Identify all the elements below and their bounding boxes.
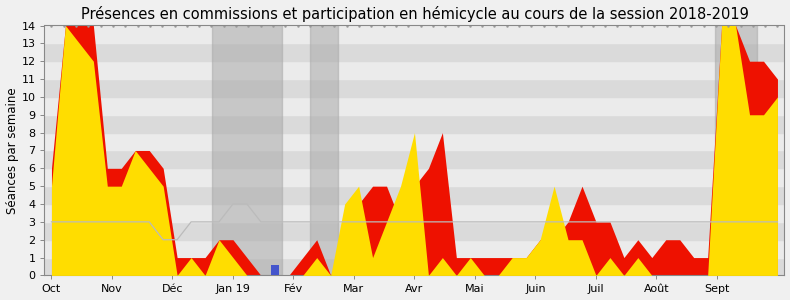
- Bar: [44, 222, 784, 240]
- Bar: [212, 26, 282, 275]
- Bar: [44, 115, 784, 133]
- Bar: [44, 26, 784, 44]
- Bar: [44, 168, 784, 186]
- Bar: [715, 26, 757, 275]
- Bar: [44, 240, 784, 258]
- Bar: [44, 151, 784, 168]
- Bar: [44, 61, 784, 79]
- Bar: [310, 26, 337, 275]
- Bar: [44, 186, 784, 204]
- Bar: [44, 44, 784, 61]
- Bar: [44, 204, 784, 222]
- Bar: [44, 79, 784, 97]
- Bar: [271, 265, 279, 275]
- Y-axis label: Séances par semaine: Séances par semaine: [6, 87, 18, 214]
- Bar: [44, 97, 784, 115]
- Bar: [44, 258, 784, 275]
- Bar: [44, 133, 784, 151]
- Title: Présences en commissions et participation en hémicycle au cours de la session 20: Présences en commissions et participatio…: [81, 6, 748, 22]
